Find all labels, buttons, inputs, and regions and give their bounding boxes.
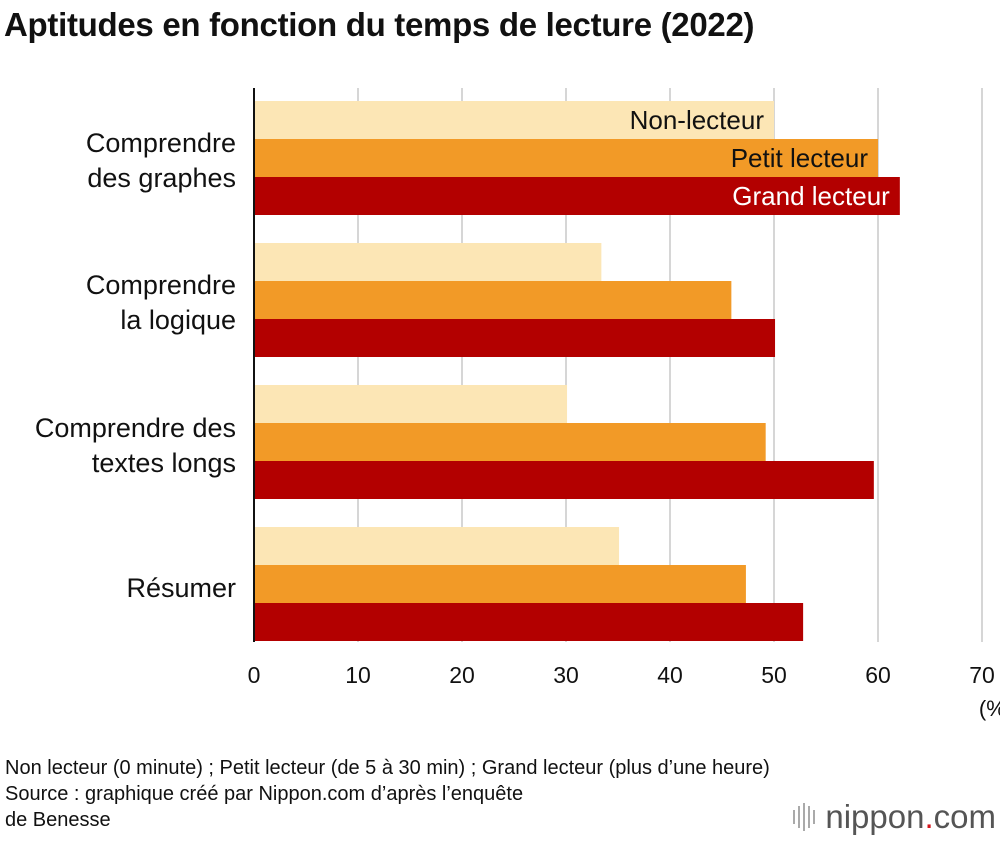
x-tick-label-40: 40 (657, 662, 683, 688)
chart-title: Aptitudes en fonction du temps de lectur… (4, 6, 755, 43)
category-label-1: Comprendre la logique (85, 270, 236, 335)
x-axis-unit: (%) (979, 696, 1000, 721)
bar-1-0 (254, 139, 878, 177)
bar-1-1 (254, 281, 732, 319)
footnote-source-cont: de Benesse (5, 809, 111, 831)
footnote-definitions: Non lecteur (0 minute) ; Petit lecteur (… (5, 757, 770, 779)
series-label-0: Non-lecteur (630, 105, 765, 135)
bar-1-2 (254, 423, 766, 461)
nippon-logo[interactable]: nippon. com (793, 798, 996, 836)
logo-dot: . (924, 798, 934, 835)
x-tick-label-60: 60 (865, 662, 891, 688)
category-label-0: Comprendre des graphes (85, 128, 236, 193)
x-tick-label-0: 0 (248, 662, 261, 688)
x-tick-label-50: 50 (761, 662, 787, 688)
bar-0-2 (254, 385, 568, 423)
category-label-3: Résumer (126, 573, 236, 603)
nippon-logo-bars-icon (793, 803, 816, 831)
bar-2-2 (254, 461, 874, 499)
series-label-1: Petit lecteur (731, 143, 869, 173)
category-label-2: Comprendre des textes longs (34, 413, 236, 478)
bar-1-3 (254, 565, 746, 603)
x-tick-label-10: 10 (345, 662, 371, 688)
bar-2-3 (254, 603, 804, 641)
x-tick-label-70: 70 (969, 662, 995, 688)
series-label-2: Grand lecteur (732, 181, 890, 211)
bar-2-0 (254, 177, 900, 215)
x-tick-label-20: 20 (449, 662, 475, 688)
bar-0-0 (254, 101, 774, 139)
x-tick-label-30: 30 (553, 662, 579, 688)
footnote-source: Source : graphique créé par Nippon.com d… (5, 783, 524, 805)
logo-suffix: com (933, 798, 996, 835)
bar-0-1 (254, 243, 602, 281)
logo-name: nippon (825, 798, 925, 835)
bar-0-3 (254, 527, 620, 565)
bar-2-1 (254, 319, 776, 357)
